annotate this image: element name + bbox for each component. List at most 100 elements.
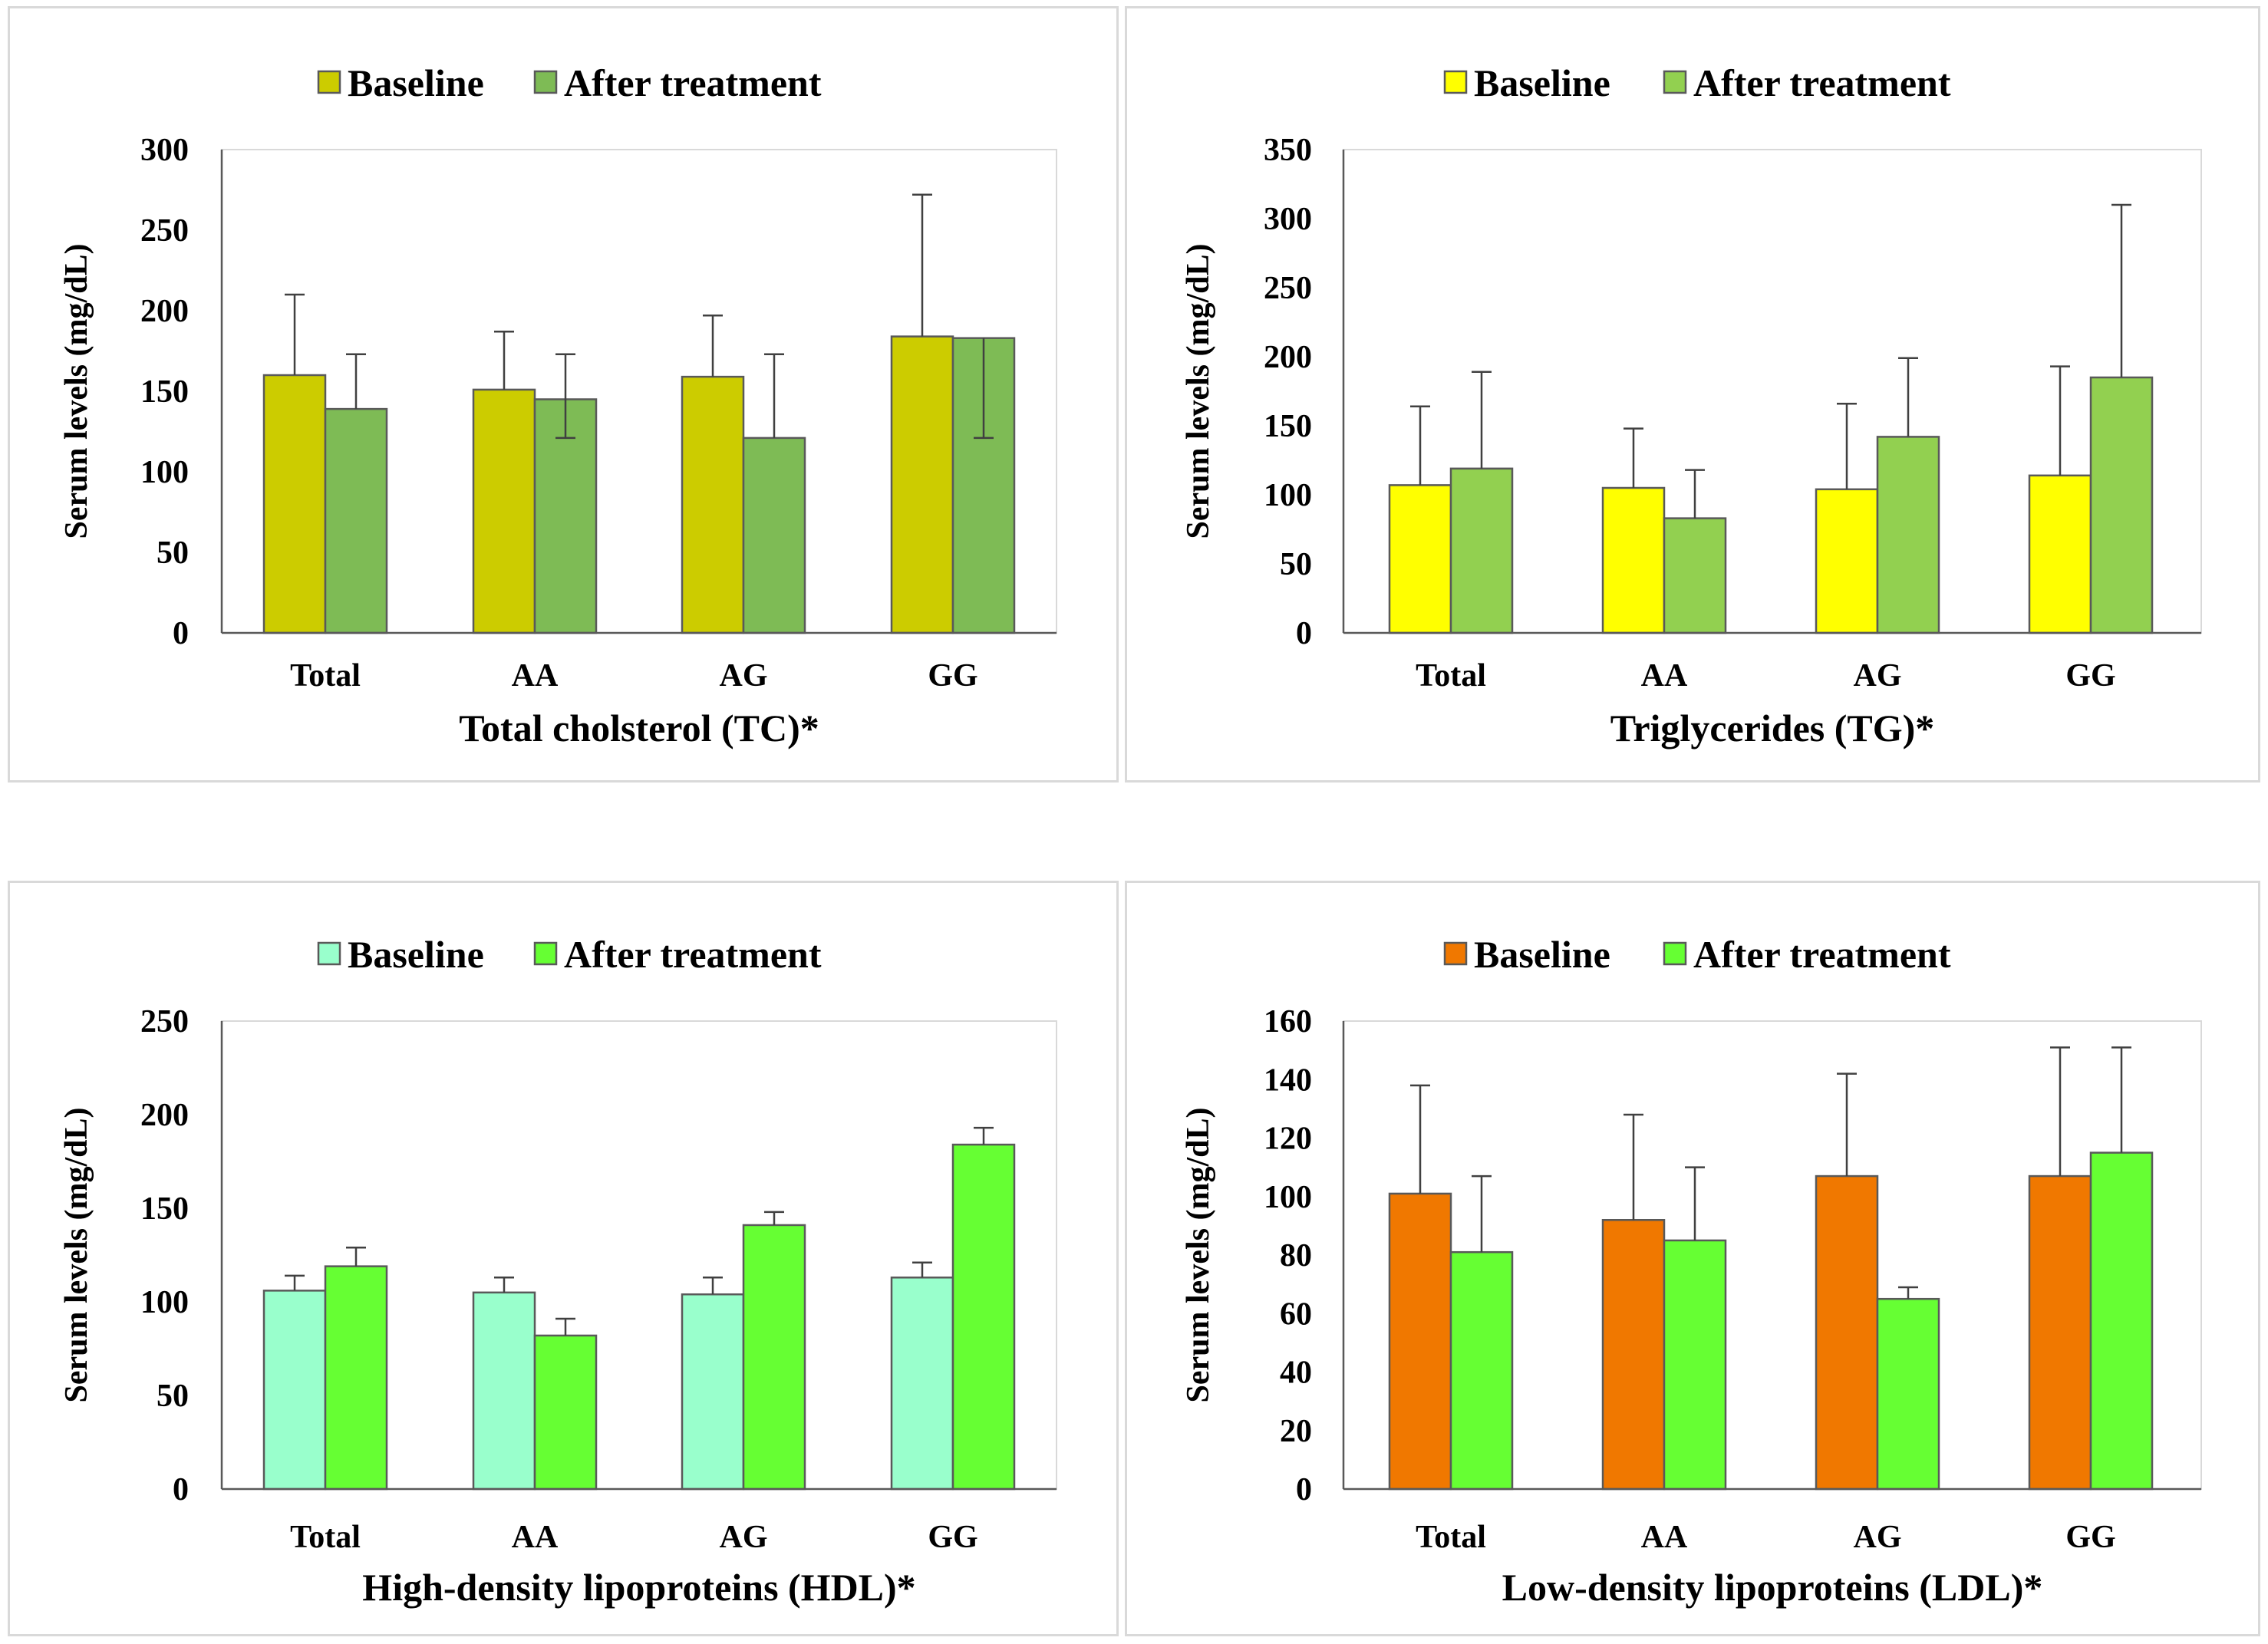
bar-after-treatment bbox=[1876, 1297, 1940, 1491]
x-category-label: Total bbox=[1416, 1520, 1486, 1555]
bar-baseline bbox=[2028, 474, 2092, 634]
y-tick-label: 300 bbox=[1264, 202, 1312, 237]
x-category-label: AG bbox=[1854, 658, 1902, 694]
chart-svg-hdl: 0 50 100 150 200 250 Serum levels (mg/dL) Total… bbox=[59, 933, 1057, 1609]
bar-after-treatment bbox=[324, 407, 388, 634]
bar-baseline bbox=[472, 388, 536, 634]
bar-after-treatment bbox=[951, 1143, 1016, 1491]
bar-after-treatment bbox=[1876, 436, 1940, 634]
x-category-label: GG bbox=[928, 1520, 977, 1555]
x-category-label: AA bbox=[512, 1520, 559, 1555]
bar-after-treatment bbox=[742, 437, 806, 634]
y-tick-label: 100 bbox=[140, 1285, 189, 1320]
y-tick-label: 0 bbox=[1296, 1472, 1312, 1507]
chart-panel-hdl: 0 50 100 150 200 250 Serum levels (mg/dL) Total… bbox=[8, 881, 1119, 1636]
y-tick-label: 150 bbox=[140, 374, 189, 410]
legend-label-baseline: Baseline bbox=[1474, 61, 1610, 104]
bar-baseline bbox=[1388, 1192, 1452, 1491]
legend-label-after-treatment: After treatment bbox=[1693, 933, 1951, 976]
x-category-label: GG bbox=[2065, 1520, 2115, 1555]
bar-baseline bbox=[262, 1290, 327, 1491]
legend-swatch-baseline bbox=[317, 941, 341, 966]
chart-panel-total-cholesterol: 0 50 100 150 200 250 300 Serum levels (mg/dL) To… bbox=[8, 6, 1119, 782]
y-tick-label: 80 bbox=[1280, 1238, 1312, 1273]
y-tick-label: 350 bbox=[1264, 133, 1312, 168]
bar-baseline bbox=[262, 374, 327, 634]
legend-swatch-after-treatment bbox=[533, 941, 558, 966]
legend-swatch-baseline bbox=[317, 70, 341, 94]
bar-after-treatment bbox=[2089, 1151, 2154, 1491]
bar-baseline bbox=[1601, 486, 1666, 634]
bar-baseline bbox=[1388, 484, 1452, 634]
y-tick-label: 40 bbox=[1280, 1356, 1312, 1391]
y-tick-label: 150 bbox=[140, 1191, 189, 1227]
x-category-label: Total bbox=[290, 658, 361, 694]
bar-after-treatment bbox=[2089, 376, 2154, 634]
y-tick-label: 200 bbox=[140, 1098, 189, 1133]
y-tick-label: 50 bbox=[1280, 547, 1312, 582]
chart-title: Triglycerides (TG)* bbox=[1610, 707, 1935, 750]
y-tick-label: 0 bbox=[173, 616, 189, 651]
bar-baseline bbox=[1815, 1175, 1879, 1491]
bar-baseline bbox=[1601, 1219, 1666, 1491]
legend-label-after-treatment: After treatment bbox=[564, 61, 822, 104]
y-tick-label: 160 bbox=[1264, 1004, 1312, 1039]
y-tick-label: 50 bbox=[157, 1379, 189, 1414]
legend-label-baseline: Baseline bbox=[348, 933, 484, 976]
x-category-label: GG bbox=[2065, 658, 2115, 694]
bar-baseline bbox=[890, 1277, 954, 1491]
x-category-label: AA bbox=[1641, 1520, 1688, 1555]
x-category-label: Total bbox=[1416, 658, 1486, 694]
y-tick-label: 0 bbox=[173, 1472, 189, 1507]
legend-label-baseline: Baseline bbox=[1474, 933, 1610, 976]
x-category-label: AG bbox=[1854, 1520, 1902, 1555]
bar-baseline bbox=[2028, 1175, 2092, 1491]
y-tick-label: 140 bbox=[1264, 1063, 1312, 1098]
bar-baseline bbox=[472, 1291, 536, 1491]
y-tick-label: 100 bbox=[1264, 1180, 1312, 1215]
y-tick-label: 250 bbox=[1264, 271, 1312, 306]
chart-svg-total-cholesterol: 0 50 100 150 200 250 300 Serum levels (mg/dL) To… bbox=[59, 61, 1057, 750]
legend-label-after-treatment: After treatment bbox=[1693, 61, 1951, 104]
bar-after-treatment bbox=[1663, 1239, 1727, 1491]
bar-baseline bbox=[1815, 488, 1879, 634]
x-category-label: AA bbox=[1641, 658, 1688, 694]
legend-label-baseline: Baseline bbox=[348, 61, 484, 104]
chart-svg-ldl: 0 20 40 60 80 100 120 140 160 Serum levels (mg/dL… bbox=[1181, 933, 2202, 1609]
y-tick-label: 100 bbox=[140, 455, 189, 490]
bar-after-treatment bbox=[533, 1334, 598, 1491]
chart-panel-triglycerides: 0 50 100 150 200 250 300 350 Serum levels (mg/dL… bbox=[1125, 6, 2260, 782]
legend-label-after-treatment: After treatment bbox=[564, 933, 822, 976]
y-tick-label: 100 bbox=[1264, 478, 1312, 513]
bar-after-treatment bbox=[1663, 517, 1727, 634]
y-tick-label: 250 bbox=[140, 1004, 189, 1039]
y-axis-label: Serum levels (mg/dL) bbox=[59, 244, 94, 539]
bar-after-treatment bbox=[742, 1224, 806, 1491]
bar-baseline bbox=[890, 335, 954, 634]
legend-swatch-after-treatment bbox=[1663, 941, 1687, 966]
chart-title: Low-density lipoproteins (LDL)* bbox=[1502, 1566, 2043, 1609]
y-tick-label: 50 bbox=[157, 535, 189, 571]
x-category-label: AG bbox=[720, 1520, 768, 1555]
y-axis-label: Serum levels (mg/dL) bbox=[59, 1108, 94, 1403]
x-category-label: AA bbox=[512, 658, 559, 694]
y-tick-label: 60 bbox=[1280, 1296, 1312, 1332]
y-axis-label: Serum levels (mg/dL) bbox=[1181, 244, 1216, 539]
chart-title: Total cholsterol (TC)* bbox=[459, 707, 819, 750]
legend-swatch-after-treatment bbox=[1663, 70, 1687, 94]
y-tick-label: 0 bbox=[1296, 616, 1312, 651]
bar-after-treatment bbox=[1449, 1250, 1514, 1491]
y-tick-label: 250 bbox=[140, 213, 189, 249]
x-category-label: AG bbox=[720, 658, 768, 694]
chart-title: High-density lipoproteins (HDL)* bbox=[362, 1566, 915, 1609]
bar-baseline bbox=[681, 375, 745, 634]
bar-after-treatment bbox=[324, 1265, 388, 1491]
chart-svg-triglycerides: 0 50 100 150 200 250 300 350 Serum levels (mg/dL… bbox=[1181, 61, 2202, 750]
y-tick-label: 200 bbox=[140, 294, 189, 329]
x-category-label: Total bbox=[290, 1520, 361, 1555]
legend-swatch-baseline bbox=[1443, 70, 1468, 94]
bar-baseline bbox=[681, 1293, 745, 1491]
x-category-label: GG bbox=[928, 658, 977, 694]
y-tick-label: 200 bbox=[1264, 340, 1312, 375]
y-tick-label: 150 bbox=[1264, 409, 1312, 444]
